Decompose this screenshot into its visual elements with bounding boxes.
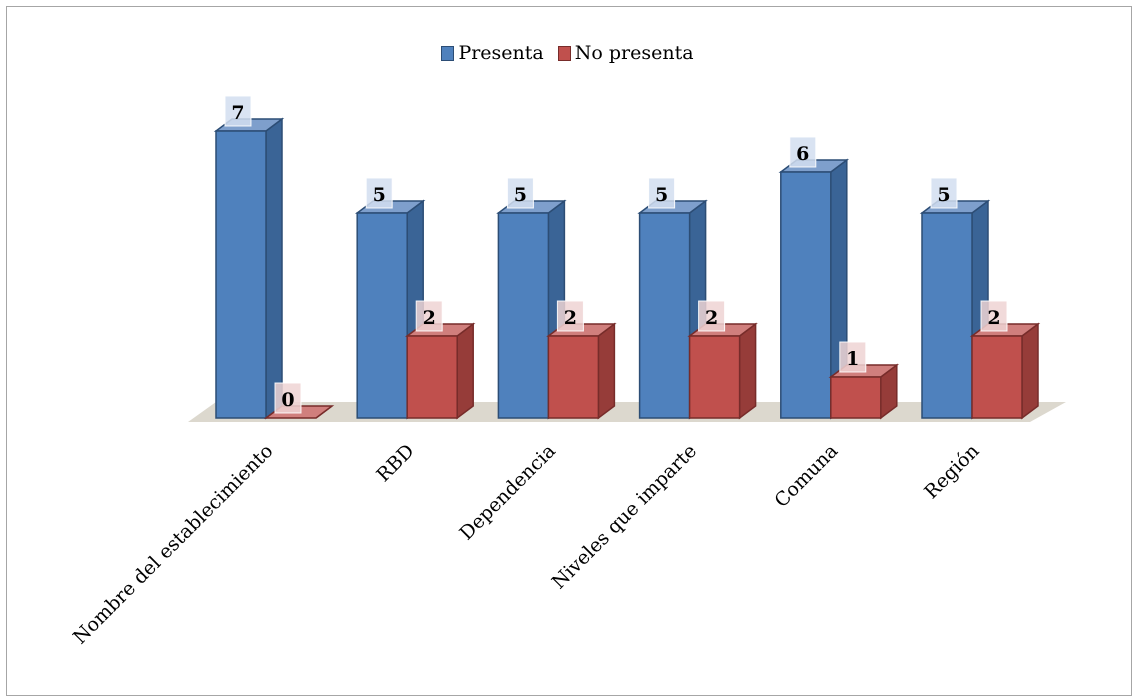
svg-text:2: 2 bbox=[705, 307, 718, 329]
data-label-no-presenta-niveles-que-imparte: 2 bbox=[698, 300, 726, 332]
legend-item-no-presenta: No presenta bbox=[557, 42, 694, 64]
svg-text:2: 2 bbox=[423, 307, 436, 329]
bar-no-presenta-comuna bbox=[828, 363, 900, 420]
svg-text:5: 5 bbox=[937, 184, 950, 206]
legend-swatch-presenta bbox=[441, 45, 455, 61]
legend-item-presenta: Presenta bbox=[441, 42, 544, 64]
data-label-presenta-comuna: 6 bbox=[789, 136, 817, 168]
bar-no-presenta-rbd bbox=[404, 322, 476, 420]
bar-no-presenta-dependencia bbox=[546, 322, 617, 420]
chart-legend: Presenta No presenta bbox=[0, 42, 1135, 64]
data-label-no-presenta-dependencia: 2 bbox=[556, 300, 584, 332]
data-label-no-presenta-comuna: 1 bbox=[839, 341, 867, 373]
category-label-niveles-que-imparte: Niveles que imparte bbox=[548, 440, 701, 593]
category-label-rbd: RBD bbox=[372, 440, 418, 486]
category-label-nombre-del-establecimiento: Nombre del establecimiento bbox=[69, 440, 278, 649]
category-label-region: Región bbox=[920, 440, 983, 503]
legend-label-presenta: Presenta bbox=[458, 42, 544, 64]
svg-text:6: 6 bbox=[796, 143, 809, 165]
category-label-dependencia: Dependencia bbox=[455, 440, 560, 545]
legend-label-no-presenta: No presenta bbox=[574, 42, 694, 64]
bar-no-presenta-niveles-que-imparte bbox=[687, 322, 758, 420]
data-label-no-presenta-region: 2 bbox=[980, 300, 1008, 332]
svg-text:1: 1 bbox=[846, 348, 859, 370]
category-label-comuna: Comuna bbox=[770, 440, 842, 512]
data-label-no-presenta-nombre-del-establecimiento: 0 bbox=[274, 382, 302, 414]
svg-text:2: 2 bbox=[564, 307, 577, 329]
bar-no-presenta-region bbox=[969, 322, 1041, 420]
legend-swatch-no-presenta bbox=[557, 45, 571, 61]
data-label-presenta-niveles-que-imparte: 5 bbox=[648, 177, 676, 209]
data-label-presenta-dependencia: 5 bbox=[506, 177, 534, 209]
svg-text:5: 5 bbox=[373, 184, 386, 206]
bar-presenta-dependencia bbox=[496, 199, 567, 420]
data-label-presenta-rbd: 5 bbox=[365, 177, 393, 209]
bar-presenta-nombre-del-establecimiento bbox=[213, 117, 285, 420]
svg-text:5: 5 bbox=[655, 184, 668, 206]
bar-chart: Nombre del establecimiento RBD Dependencia… bbox=[69, 95, 1066, 649]
svg-text:7: 7 bbox=[231, 102, 244, 124]
data-label-presenta-nombre-del-establecimiento: 7 bbox=[224, 95, 252, 127]
svg-text:2: 2 bbox=[987, 307, 1000, 329]
svg-text:0: 0 bbox=[281, 389, 294, 411]
data-label-presenta-region: 5 bbox=[930, 177, 958, 209]
svg-text:5: 5 bbox=[514, 184, 527, 206]
data-label-no-presenta-rbd: 2 bbox=[415, 300, 443, 332]
